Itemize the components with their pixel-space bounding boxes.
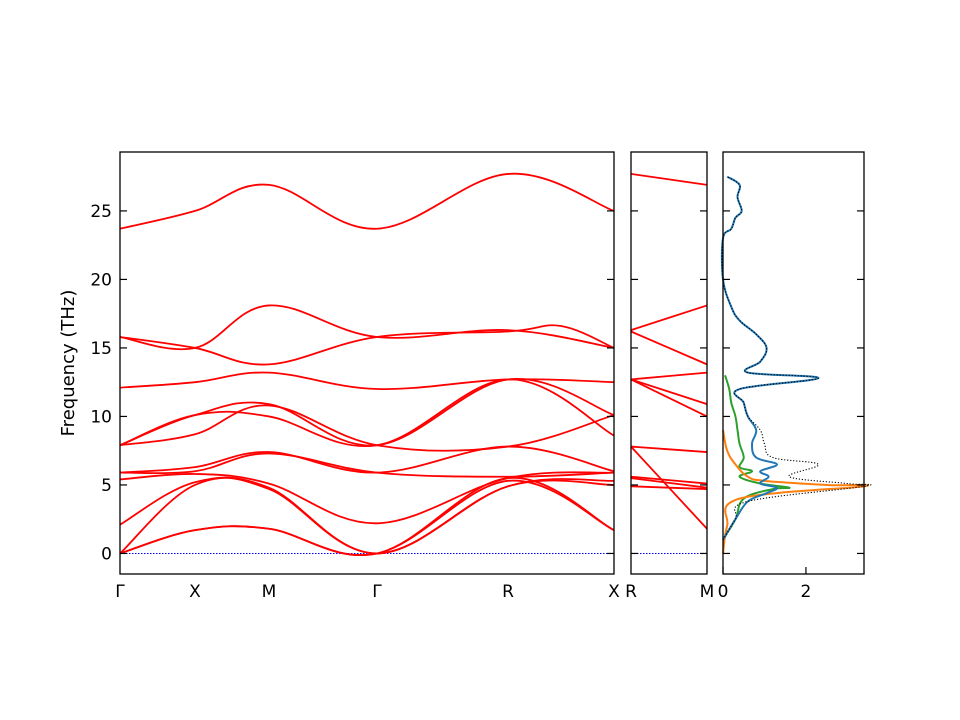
x-tick-label: Γ: [115, 582, 125, 602]
y-tick-label: 25: [90, 202, 112, 222]
x-tick-label: 2: [801, 582, 812, 602]
y-tick-label: 15: [90, 339, 112, 359]
y-tick-label: 5: [101, 476, 112, 496]
partial-dos-line: [722, 375, 791, 541]
x-tick-label: M: [700, 582, 715, 602]
band-line: [119, 479, 615, 556]
band-line: [630, 304, 708, 331]
band-line: [630, 485, 708, 490]
y-tick-label: 10: [90, 407, 112, 427]
band-line: [630, 477, 708, 489]
y-tick-label: 20: [90, 270, 112, 290]
dos-series-layer: [720, 175, 872, 554]
band-structure-main-panel: 0 5 10 15 20 25 Γ X M Γ R X: [90, 151, 620, 602]
band-line: [630, 378, 708, 418]
band-tick-layer: 0 5 10 15 20 25 Γ X M Γ R X: [90, 202, 620, 602]
partial-dos-line: [720, 175, 820, 541]
band-line: [119, 404, 615, 452]
band-line: [630, 371, 708, 381]
x-tick-label: X: [608, 582, 620, 602]
band-structure-main-frame: [119, 151, 615, 575]
band-line: [119, 324, 615, 366]
band-line: [119, 477, 615, 556]
band-line: [119, 471, 615, 525]
band-line: [119, 445, 615, 474]
y-axis-title: Frequency (THz): [58, 290, 79, 437]
rm-series-layer: [630, 173, 708, 554]
x-tick-label: M: [262, 582, 277, 602]
band-line: [630, 475, 708, 485]
y-tick-label: 0: [101, 544, 112, 564]
band-line: [630, 378, 708, 405]
x-tick-label: Γ: [372, 582, 382, 602]
band-line: [630, 173, 708, 186]
band-series-layer: [119, 173, 615, 556]
partial-dos-line: [722, 429, 869, 554]
band-line: [630, 330, 708, 366]
x-tick-label: 0: [718, 582, 729, 602]
band-line: [119, 452, 615, 478]
band-line: [119, 476, 615, 555]
band-line: [119, 173, 615, 230]
band-structure-r-m-frame: [630, 151, 708, 575]
band-line: [119, 378, 615, 448]
band-line: [119, 476, 615, 555]
dos-frame: [722, 151, 865, 575]
x-tick-label: X: [189, 582, 201, 602]
x-tick-label: R: [502, 582, 514, 602]
band-line: [630, 445, 708, 453]
x-tick-label: R: [625, 582, 637, 602]
